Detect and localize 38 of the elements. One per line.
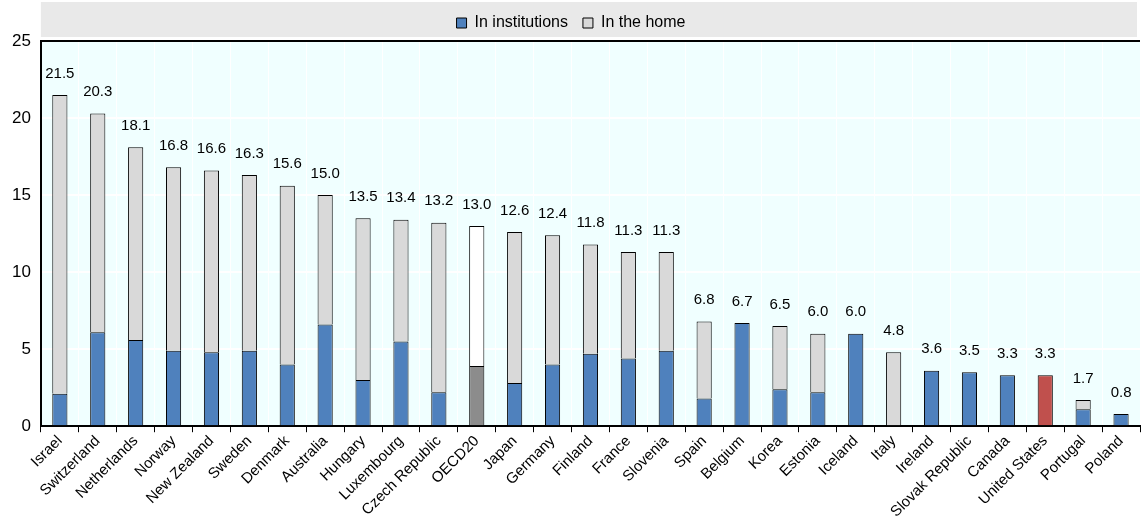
total-label: 15.6: [272, 154, 302, 172]
total-label: 13.5: [348, 186, 378, 204]
total-label: 12.6: [500, 200, 530, 218]
total-label: 3.6: [921, 339, 942, 357]
total-label: 6.7: [731, 291, 753, 309]
total-label: 13.4: [386, 188, 416, 206]
y-tick-label: 0: [21, 415, 31, 435]
legend-label: In institutions: [474, 13, 568, 31]
total-label: 1.7: [1072, 368, 1094, 386]
total-label: 16.6: [196, 139, 227, 157]
total-label: 13.0: [462, 194, 492, 212]
total-label: 6.0: [845, 302, 867, 320]
total-label: 11.3: [652, 220, 681, 238]
total-label: 6.0: [807, 302, 829, 320]
total-label: 12.4: [537, 203, 568, 221]
total-label: 20.3: [83, 82, 113, 100]
total-label: 16.8: [158, 135, 189, 153]
total-label: 11.3: [614, 220, 643, 238]
y-tick-label: 5: [21, 338, 31, 358]
total-label: 6.5: [769, 294, 791, 312]
total-label: 0.8: [1110, 382, 1132, 400]
total-label: 18.1: [121, 115, 151, 133]
total-label: 11.8: [576, 213, 605, 231]
total-label: 13.2: [424, 191, 454, 209]
total-label: 16.3: [234, 143, 264, 161]
x-tick-label: Italy: [867, 431, 900, 464]
total-label: 3.5: [959, 340, 980, 358]
total-label: 21.5: [45, 63, 75, 81]
total-label: 15.0: [310, 163, 340, 181]
y-tick-label: 10: [11, 261, 31, 281]
y-tick-label: 20: [11, 107, 31, 127]
total-label: 3.3: [1034, 344, 1056, 362]
legend-label: In the home: [600, 13, 686, 31]
y-tick-label: 25: [11, 30, 31, 50]
total-label: 3.3: [996, 344, 1018, 362]
y-tick-label: 15: [11, 184, 31, 204]
total-label: 6.8: [693, 290, 715, 308]
total-label: 4.8: [883, 320, 905, 338]
